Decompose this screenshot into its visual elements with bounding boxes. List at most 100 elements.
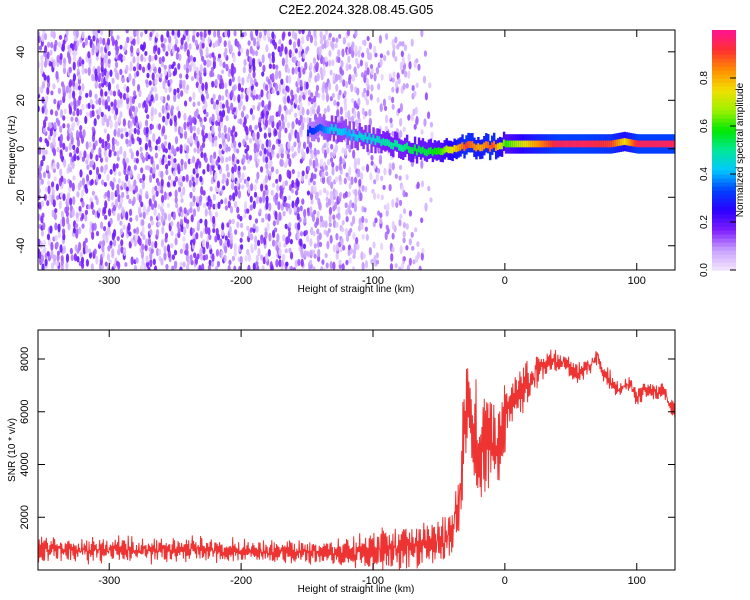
spectrogram-cell [40,54,44,62]
spectrogram-cell [317,248,321,258]
spectrogram-cell [238,265,242,270]
spectrogram-cell [292,40,297,50]
spectrogram-cell [56,253,60,262]
spectrogram-cell [264,174,269,184]
spectrogram-cell [364,61,368,71]
spectrogram-cell [204,156,208,163]
colorbar-segment [712,162,736,167]
spectrogram-cell [337,212,341,220]
spectrogram-cell [97,30,101,34]
spectrogram-ridge-cell [629,139,632,146]
spectrogram-cell [342,244,346,251]
spectrogram-cell [370,160,374,166]
spectrogram-cell [340,59,344,68]
spectrogram-cell [208,60,212,67]
spectrogram-cell [267,249,271,257]
spectrogram-cell [220,78,224,86]
spectrogram-cell [407,70,411,80]
spectrogram-cell [315,84,320,92]
spectrogram-cell [104,91,108,97]
spectrogram-cell [316,136,321,143]
spectrogram-cell [65,30,69,37]
spectrogram-cell [81,223,85,229]
spectrogram-cell [275,259,279,268]
spectrogram-cell [89,197,93,203]
spectrogram-cell [44,116,48,122]
spectrogram-cell [216,113,221,123]
spectrogram-cell [397,77,401,85]
spectrogram-cell [134,185,139,193]
spectrogram-cell [348,64,352,70]
spectrogram-cell [98,82,102,89]
spectrogram-cell [368,117,372,127]
spectrogram-cell [258,138,262,145]
spectrogram-cell [336,108,340,118]
spectrogram-cell [267,92,271,101]
colorbar-segment [712,82,736,87]
colorbar-tick-label: 0.2 [699,215,710,229]
spectrogram-cell [92,35,96,42]
spectrogram-y-tick-label: 20 [15,94,27,106]
spectrogram-cell [294,66,298,75]
spectrogram-cell [144,244,148,252]
spectrogram-cell [383,167,387,176]
spectrogram-cell [72,144,76,150]
spectrogram-cell [260,183,264,192]
spectrogram-cell [312,180,316,186]
spectrogram-cell [164,87,168,94]
spectrogram-cell [226,132,230,142]
spectrogram-cell [305,81,309,90]
spectrogram-cell [111,136,115,147]
spectrogram-cell [212,59,216,70]
colorbar-segment [712,122,736,127]
spectrogram-cell [357,168,361,178]
spectrogram-cell [144,103,149,112]
spectrogram-cell [204,132,209,139]
spectrogram-cell [138,137,142,146]
spectrogram-cell [360,72,365,78]
spectrogram-cell [252,37,257,47]
spectrogram-cell [255,254,259,263]
spectrogram-cell [304,229,308,236]
spectrogram-ridge-cell [585,140,589,148]
spectrogram-ridge-cell [621,138,624,146]
spectrogram-cell [174,175,179,183]
spectrogram-cell [122,224,126,230]
spectrogram-cell [117,178,121,184]
spectrogram-ridge-cell [544,140,547,148]
spectrogram-cell [46,164,50,172]
spectrogram-cell [270,264,274,270]
spectrogram-cell [309,34,314,44]
spectrogram-cell [332,244,337,253]
spectrogram-cell [109,30,113,37]
spectrogram-cell [46,86,50,95]
spectrogram-cell [354,30,358,38]
spectrogram-cell [160,188,164,194]
colorbar-segment [712,210,736,215]
spectrogram-cell [215,99,219,105]
spectrogram-cell [195,108,199,116]
spectrogram-cell [297,38,301,48]
spectrogram-cell [189,55,193,61]
spectrogram-cell [53,212,57,221]
spectrogram-cell [328,222,332,228]
spectrogram-cell [316,228,320,235]
spectrogram-cell [125,131,129,138]
spectrogram-cell [412,259,416,265]
spectrogram-cell [346,30,351,37]
spectrogram-cell [229,44,233,54]
spectrogram-x-tick-label: 0 [502,275,508,287]
spectrogram-cell [40,200,45,207]
spectrogram-cell [386,50,390,56]
spectrogram-cell [74,223,79,229]
spectrogram-cell [424,202,428,212]
spectrogram-cell [246,248,250,256]
spectrogram-cell [233,243,237,252]
spectrogram-ridge-cell [506,140,510,148]
spectrogram-ridge-cell [479,144,482,152]
spectrogram-cell [205,111,209,118]
spectrogram-cell [265,84,269,92]
spectrogram-cell [55,261,59,267]
spectrogram-cell [278,173,282,183]
spectrogram-cell [266,167,270,176]
